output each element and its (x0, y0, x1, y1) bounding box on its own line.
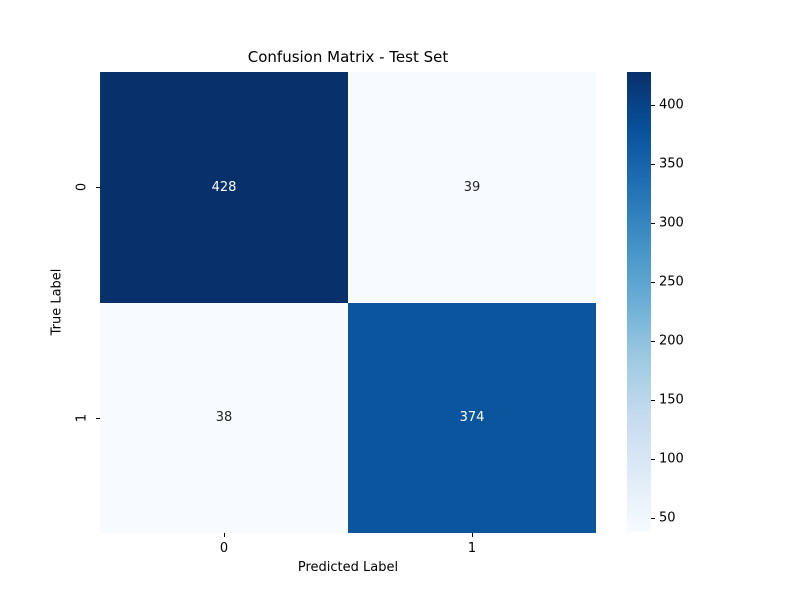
colorbar-tick-label: 250 (659, 274, 684, 290)
heatmap-cell: 374 (348, 302, 596, 533)
colorbar: 50 100 150 200 250 300 350 400 (627, 72, 684, 532)
colorbar-tick-mark (651, 164, 655, 165)
colorbar-tick-mark (651, 105, 655, 107)
colorbar-gradient (627, 72, 651, 532)
x-tick-mark (472, 533, 473, 537)
y-tick-label: 1 (74, 413, 90, 423)
colorbar-tick-mark (651, 399, 655, 401)
y-tick-label: 0 (74, 182, 90, 192)
x-tick-label: 1 (467, 541, 477, 556)
colorbar-tick-mark (651, 517, 655, 519)
x-tick-mark (224, 533, 225, 537)
heatmap-grid: 428 39 38 374 (100, 72, 596, 533)
heatmap-cell: 38 (100, 302, 348, 533)
cell-value: 39 (463, 179, 481, 195)
colorbar-tick-mark (651, 222, 655, 224)
colorbar-tick-label: 200 (659, 333, 684, 349)
cell-value: 428 (211, 179, 237, 195)
chart-title: Confusion Matrix - Test Set (247, 48, 449, 66)
x-tick-label: 0 (219, 541, 229, 556)
y-tick-mark (96, 187, 100, 188)
colorbar-tick-label: 400 (659, 97, 684, 113)
colorbar-tick-label: 50 (659, 510, 676, 526)
colorbar-tick-label: 300 (659, 215, 684, 231)
heatmap-cell: 39 (348, 72, 596, 303)
y-tick-mark (96, 418, 100, 419)
x-axis-label: Predicted Label (297, 560, 399, 575)
colorbar-tick-mark (651, 281, 655, 283)
cell-value: 374 (459, 410, 485, 426)
y-axis-label: True Label (49, 268, 65, 336)
colorbar-tick-mark (651, 340, 655, 342)
colorbar-tick-label: 100 (659, 451, 684, 467)
cell-value: 38 (215, 410, 233, 426)
colorbar-tick-mark (651, 458, 655, 460)
heatmap-cell: 428 (100, 72, 348, 303)
colorbar-tick-label: 150 (659, 392, 684, 408)
colorbar-tick-label: 350 (659, 156, 684, 172)
